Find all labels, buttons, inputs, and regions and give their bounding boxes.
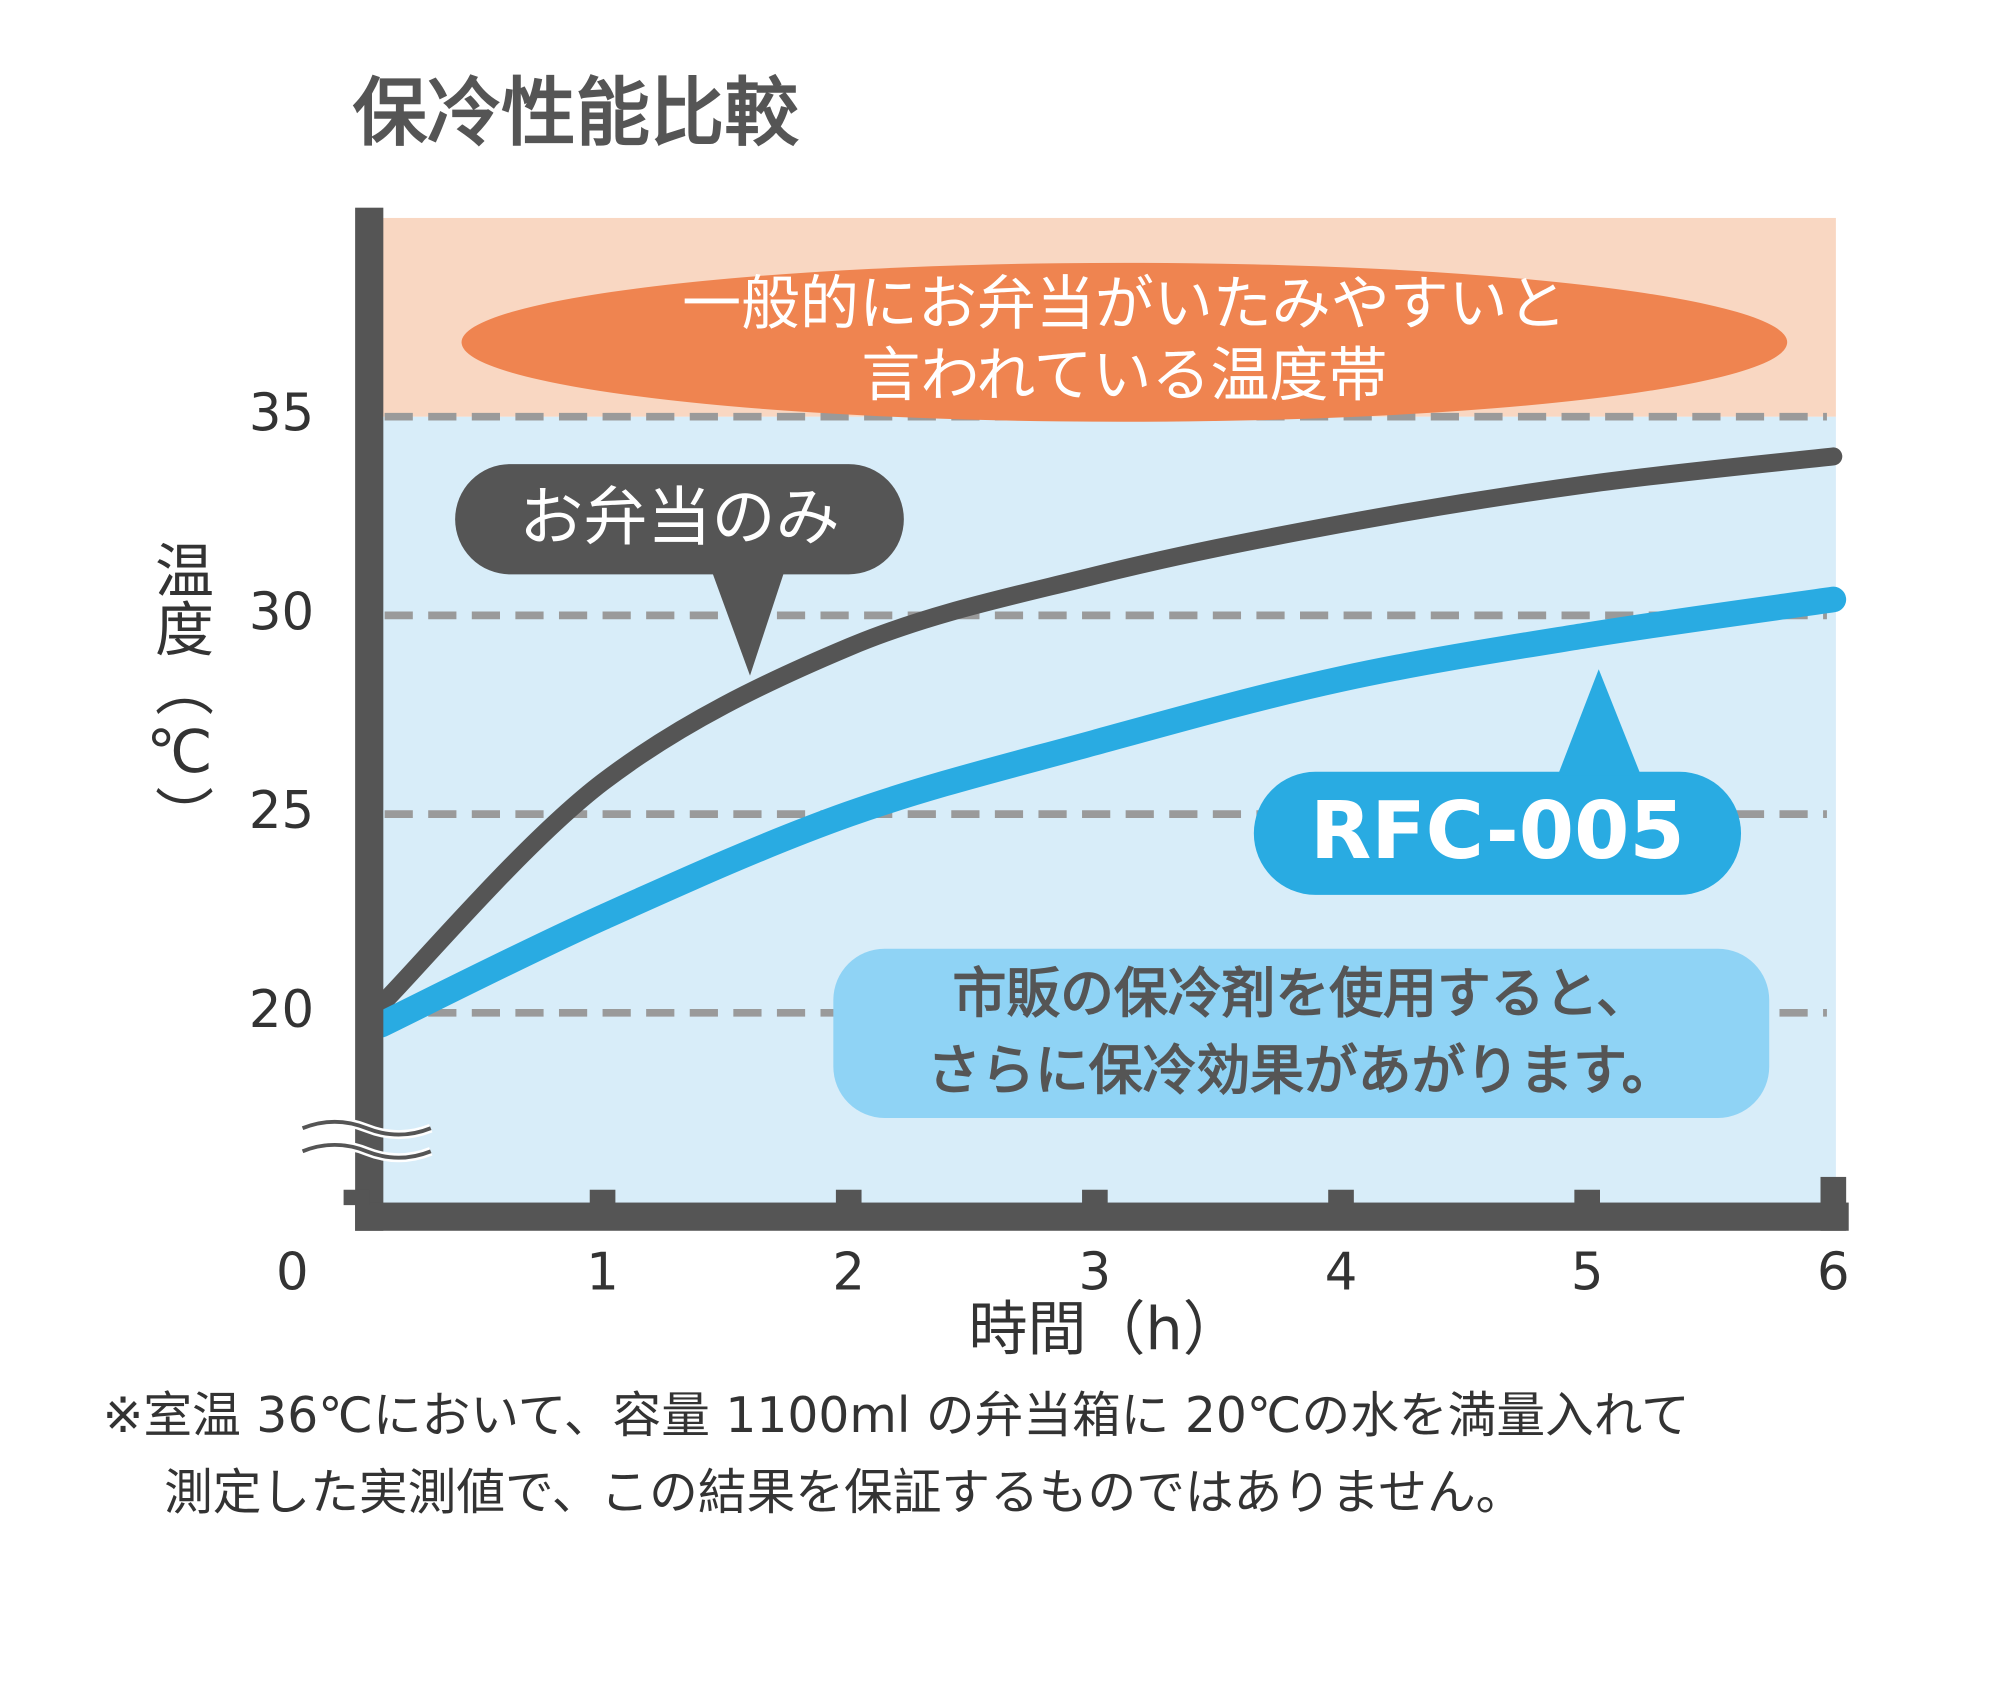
lines <box>368 447 1847 1038</box>
axes <box>300 207 1849 1231</box>
x-tick-mark <box>1574 1189 1600 1206</box>
y-axis <box>355 207 384 1231</box>
band-annotation: 一般的にお弁当がいたみやすいと <box>682 269 1567 338</box>
footnote: 測定した実測値で、この結果を保証するものではありません。 <box>164 1465 1524 1521</box>
x-tick-label: 3 <box>1079 1243 1112 1303</box>
y-tick-label: 35 <box>249 384 314 444</box>
y-tick-label: 30 <box>249 582 314 642</box>
x-tick-label: 5 <box>1571 1243 1604 1303</box>
y-tick-label: 20 <box>249 980 314 1040</box>
callout-box <box>1253 771 1742 895</box>
series-line <box>372 447 1843 1014</box>
callout-pointer <box>1557 669 1642 776</box>
y-tick-label: 25 <box>249 781 314 841</box>
x-tick-label: 4 <box>1325 1243 1358 1303</box>
callout-pointer <box>711 570 785 676</box>
band-annotation-bubble <box>461 262 1788 422</box>
x-axis <box>355 1202 1849 1231</box>
x-tick-mark <box>835 1189 862 1206</box>
x-tick-mark <box>1820 1176 1847 1231</box>
series-line <box>368 586 1847 1038</box>
x-tick-label: 1 <box>586 1243 619 1303</box>
axis-break-outline <box>301 1119 432 1160</box>
note: さらに保冷効果があがります。 <box>927 1039 1675 1102</box>
x-axis-label: 時間（h） <box>969 1294 1242 1363</box>
y-axis-label: 温度（℃） <box>145 540 214 845</box>
x-tick-mark <box>1082 1189 1108 1206</box>
legend-label: RFC-005 <box>1310 784 1685 877</box>
x-tick-label: 0 <box>276 1243 309 1303</box>
x-tick-mark <box>343 1189 370 1206</box>
chart-title: 保冷性能比較 <box>353 69 800 156</box>
band-annotation: 言われている温度帯 <box>861 341 1387 410</box>
note: 市販の保冷剤を使用すると、 <box>952 962 1650 1025</box>
callout-box <box>455 464 904 575</box>
x-tick-label: 2 <box>832 1243 865 1303</box>
annotations <box>455 262 1788 1118</box>
legend-label: お弁当のみ <box>519 481 839 555</box>
x-tick-mark <box>1328 1189 1354 1206</box>
x-tick-mark <box>589 1189 616 1206</box>
note-box <box>833 948 1770 1118</box>
footnote: ※室温 36℃において、容量 1100ml の弁当箱に 20℃の水を満量入れて <box>103 1388 1690 1444</box>
x-tick-label: 6 <box>1817 1243 1850 1303</box>
